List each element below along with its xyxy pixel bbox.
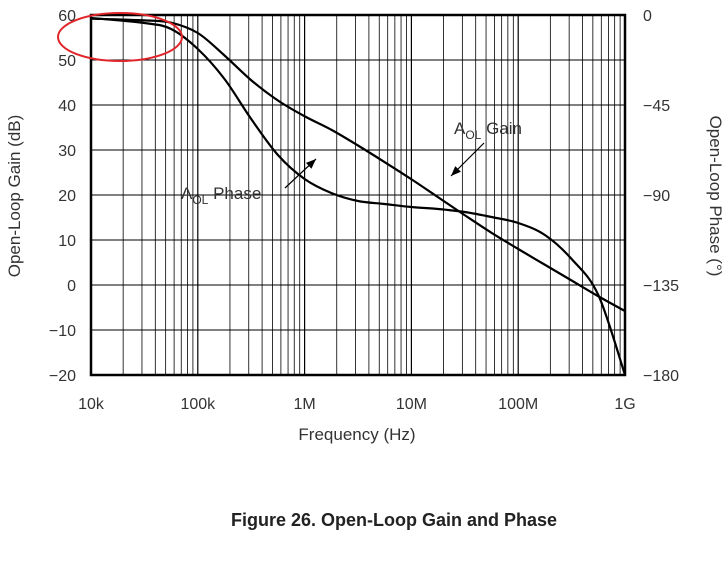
x-tick-label: 1G	[614, 396, 635, 413]
y-axis-title: Open-Loop Gain (dB)	[5, 115, 24, 278]
y-tick-label: 40	[58, 98, 76, 115]
x-tick-labels: 10k 100k 1M 10M 100M 1G	[78, 396, 636, 413]
y-tick-label: 20	[58, 188, 76, 205]
x-tick-label: 100k	[180, 396, 216, 413]
series-line	[90, 16, 627, 376]
series-label: AOL Phase	[181, 184, 261, 207]
y2-axis-title: Open-Loop Phase (°)	[706, 116, 725, 277]
gain-series-label: AOL Gain	[450, 119, 522, 177]
y-tick-label: 30	[58, 143, 76, 160]
y-tick-labels: −20 −10 0 10 20 30 40 50 60	[49, 8, 76, 385]
chart-curves	[90, 16, 627, 376]
y-tick-label: 60	[58, 8, 76, 25]
x-tick-label: 10k	[78, 396, 105, 413]
arrow-head	[305, 159, 316, 169]
plot-frame	[89, 13, 627, 377]
y-tick-label: −10	[49, 323, 76, 340]
y2-tick-label: −90	[643, 188, 670, 205]
y-tick-label: 0	[67, 278, 76, 295]
series-label: AOL Gain	[454, 119, 522, 142]
y2-tick-label: −135	[643, 278, 679, 295]
y2-tick-label: −180	[643, 368, 679, 385]
chart-grid	[90, 14, 625, 376]
x-tick-label: 1M	[293, 396, 315, 413]
x-tick-label: 100M	[498, 396, 538, 413]
x-tick-label: 10M	[396, 396, 427, 413]
y-tick-label: 10	[58, 233, 76, 250]
arrow-head	[451, 166, 461, 176]
figure-caption: Figure 26. Open-Loop Gain and Phase	[230, 510, 558, 530]
y-tick-label: 50	[58, 53, 76, 70]
highlight-circle	[57, 12, 183, 62]
y2-tick-label: −45	[643, 98, 670, 115]
y2-tick-labels: 0 −45 −90 −135 −180	[643, 8, 679, 385]
series-line	[90, 17, 626, 313]
y2-tick-label: 0	[643, 8, 652, 25]
x-axis-title: Frequency (Hz)	[298, 425, 415, 444]
open-loop-chart: 10k 100k 1M 10M 100M 1G −20 −10 0 10 20 30 40 50 60 0…	[5, 8, 725, 444]
y-tick-label: −20	[49, 368, 76, 385]
phase-series-label: AOL Phase	[181, 158, 317, 207]
